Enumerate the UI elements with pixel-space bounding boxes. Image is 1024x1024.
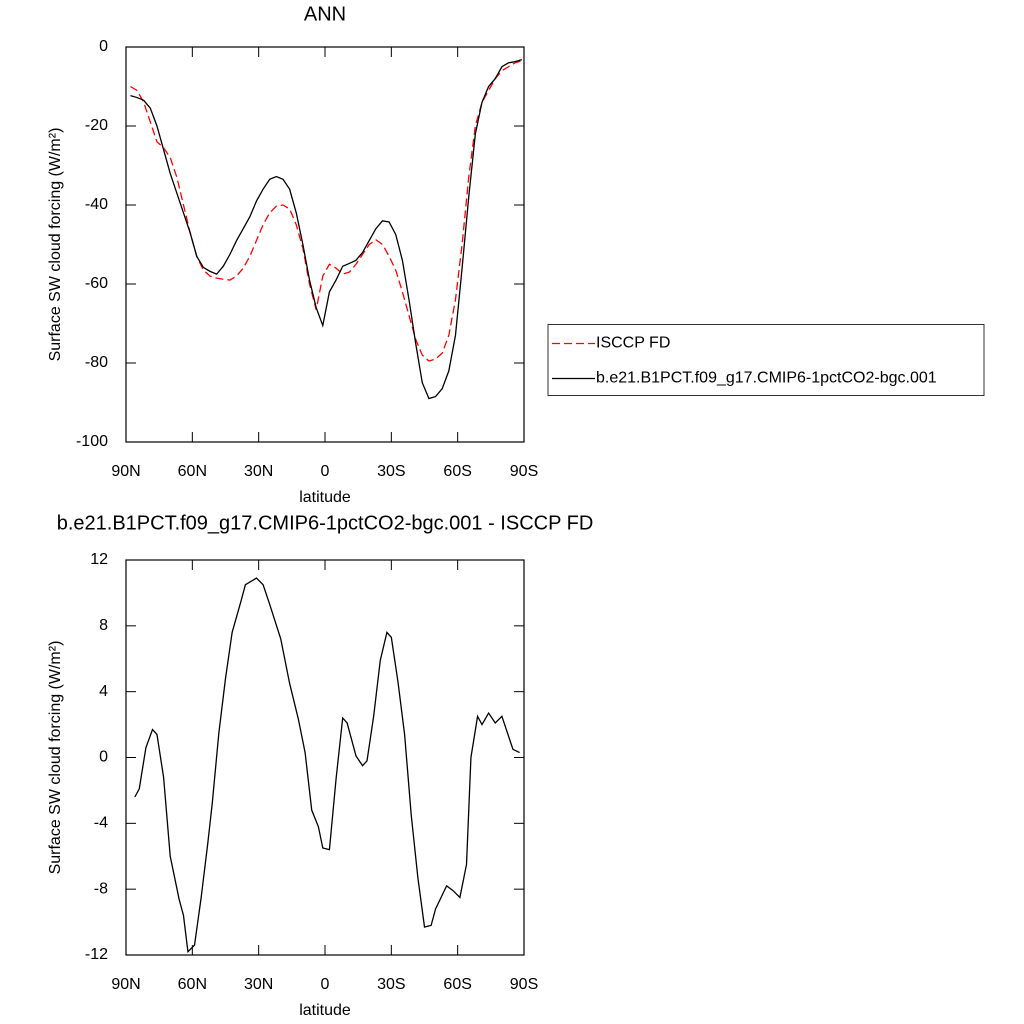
data-line <box>134 577 520 954</box>
y-tick-label: -4 <box>94 815 108 832</box>
y-tick-label: -60 <box>85 275 108 292</box>
legend-label: ISCCP FD <box>596 335 670 352</box>
x-tick-label: 30S <box>377 463 405 480</box>
y-tick-label: 0 <box>99 38 108 55</box>
x-tick-label: 90S <box>510 463 538 480</box>
x-tick-label: 30S <box>377 976 405 993</box>
x-tick-label: 60N <box>178 463 207 480</box>
plot: ANN -100 -80 -60 -40 -20 0 90N 60N 30N 0 30S 60S 90S l… <box>47 3 985 506</box>
data-line <box>130 60 522 362</box>
plot-frame <box>125 559 525 956</box>
plot: b.e21.B1PCT.f09_g17.CMIP6-1pctCO2-bgc.00… <box>47 512 593 1019</box>
y-tick-label: -12 <box>85 946 108 963</box>
legend: ISCCP FD b.e21.B1PCT.f09_g17.CMIP6-1pctCO… <box>547 324 985 396</box>
x-axis-label: latitude <box>299 489 351 506</box>
x-tick-label: 90N <box>111 976 140 993</box>
x-tick-label: 30N <box>244 976 273 993</box>
legend-frame <box>547 324 985 396</box>
x-tick-label: 0 <box>321 463 330 480</box>
y-axis-label: Surface SW cloud forcing (W/m²) <box>47 128 64 362</box>
y-tick-label: 4 <box>99 683 108 700</box>
x-tick-label: 60S <box>443 463 471 480</box>
x-axis-label: latitude <box>299 1002 351 1019</box>
y-axis-label: Surface SW cloud forcing (W/m²) <box>47 641 64 875</box>
y-tick-label: -80 <box>85 354 108 371</box>
y-tick-label: -20 <box>85 117 108 134</box>
y-tick-label: 8 <box>99 617 108 634</box>
y-tick-label: 0 <box>99 749 108 766</box>
data-line <box>130 59 522 400</box>
x-tick-label: 90N <box>111 463 140 480</box>
y-tick-label: -100 <box>76 433 108 450</box>
x-tick-label: 90S <box>510 976 538 993</box>
x-tick-label: 60S <box>443 976 471 993</box>
y-tick-label: -40 <box>85 196 108 213</box>
y-tick-label: 12 <box>90 551 108 568</box>
y-tick-label: -8 <box>94 880 108 897</box>
x-tick-label: 60N <box>178 976 207 993</box>
x-tick-label: 0 <box>321 976 330 993</box>
legend-label: b.e21.B1PCT.f09_g17.CMIP6-1pctCO2-bgc.00… <box>596 370 937 387</box>
chart-title: b.e21.B1PCT.f09_g17.CMIP6-1pctCO2-bgc.00… <box>57 512 594 534</box>
chart-title: ANN <box>304 3 346 25</box>
x-tick-label: 30N <box>244 463 273 480</box>
